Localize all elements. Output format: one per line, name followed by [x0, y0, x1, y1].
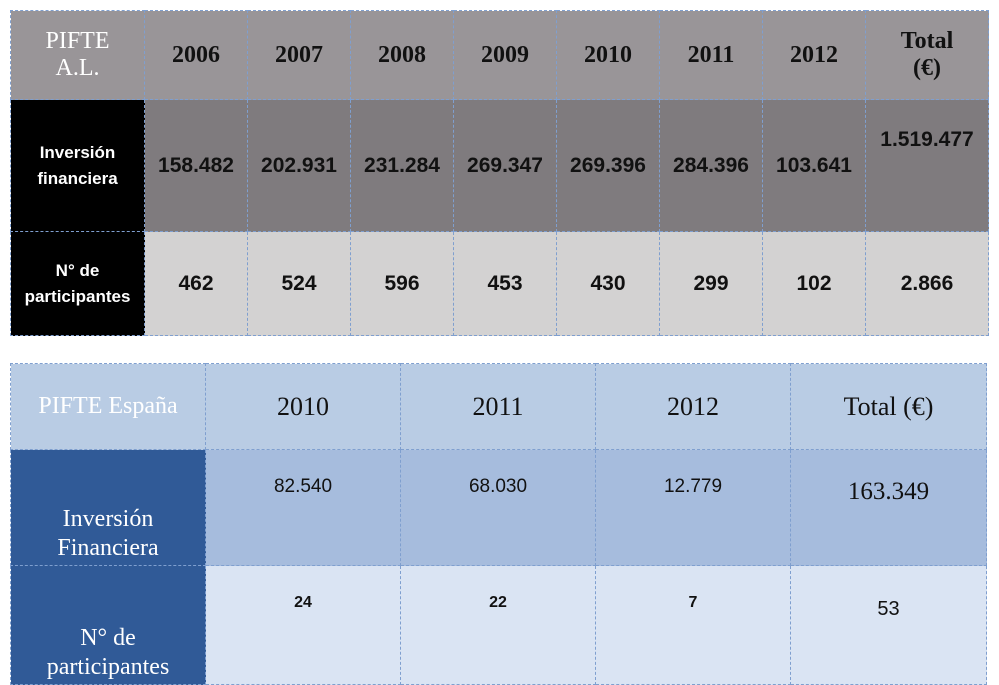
row-label-line: Financiera — [57, 535, 159, 561]
year-header: 2011 — [400, 363, 596, 450]
row-label-line: Inversión — [62, 506, 154, 532]
total-header-line: (€) — [913, 55, 941, 81]
row-label-line: participantes — [24, 286, 131, 306]
year-header: 2009 — [453, 10, 557, 100]
table-row: Inversión Financiera 82.540 68.030 12.77… — [10, 449, 987, 566]
value-cell: 453 — [453, 231, 557, 336]
pifte-espana-table: PIFTE España 2010 2011 2012 Total (€) In… — [10, 363, 987, 685]
year-header: 2012 — [762, 10, 866, 100]
value-cell: 299 — [659, 231, 763, 336]
year-header: 2008 — [350, 10, 454, 100]
value-cell: 462 — [144, 231, 248, 336]
row-label-line: N° de — [80, 625, 136, 651]
total-cell: 1.519.477 — [865, 99, 989, 232]
row-label: N° de participantes — [10, 565, 206, 685]
total-cell: 2.866 — [865, 231, 989, 336]
value-cell: 284.396 — [659, 99, 763, 232]
header-row: PIFTE A.L. 2006 2007 2008 2009 2010 2011… — [10, 10, 989, 100]
table-row: N° de participantes 24 22 7 53 — [10, 565, 987, 685]
year-header: 2012 — [595, 363, 791, 450]
value-cell: 24 — [205, 565, 401, 685]
table-row: N° de participantes 462 524 596 453 430 … — [10, 231, 989, 336]
value-cell: 7 — [595, 565, 791, 685]
year-header: 2010 — [556, 10, 660, 100]
pifte-al-table: PIFTE A.L. 2006 2007 2008 2009 2010 2011… — [10, 10, 989, 336]
year-header: 2006 — [144, 10, 248, 100]
corner-line: A.L. — [55, 55, 100, 81]
value-cell: 269.396 — [556, 99, 660, 232]
total-cell: 53 — [790, 565, 987, 685]
year-header: 2007 — [247, 10, 351, 100]
total-header: Total (€) — [790, 363, 987, 450]
row-label: N° de participantes — [10, 231, 145, 336]
year-header: 2010 — [205, 363, 401, 450]
total-header: Total (€) — [865, 10, 989, 100]
value-cell: 158.482 — [144, 99, 248, 232]
header-row: PIFTE España 2010 2011 2012 Total (€) — [10, 363, 987, 450]
row-label: Inversión Financiera — [10, 449, 206, 566]
value-cell: 22 — [400, 565, 596, 685]
row-label: Inversión financiera — [10, 99, 145, 232]
total-header-line: Total — [900, 28, 954, 54]
value-cell: 12.779 — [595, 449, 791, 566]
corner-header: PIFTE España — [10, 363, 206, 450]
year-header: 2011 — [659, 10, 763, 100]
corner-line: PIFTE — [45, 28, 110, 54]
row-label-line: N° de — [55, 260, 100, 280]
value-cell: 430 — [556, 231, 660, 336]
value-cell: 102 — [762, 231, 866, 336]
value-cell: 82.540 — [205, 449, 401, 566]
row-label-line: participantes — [46, 654, 170, 680]
value-cell: 596 — [350, 231, 454, 336]
value-cell: 202.931 — [247, 99, 351, 232]
value-cell: 68.030 — [400, 449, 596, 566]
value-cell: 269.347 — [453, 99, 557, 232]
value-cell: 524 — [247, 231, 351, 336]
row-label-line: financiera — [37, 168, 118, 188]
corner-header: PIFTE A.L. — [10, 10, 145, 100]
total-cell: 163.349 — [790, 449, 987, 566]
value-cell: 103.641 — [762, 99, 866, 232]
table-row: Inversión financiera 158.482 202.931 231… — [10, 99, 989, 232]
row-label-line: Inversión — [39, 142, 116, 162]
value-cell: 231.284 — [350, 99, 454, 232]
